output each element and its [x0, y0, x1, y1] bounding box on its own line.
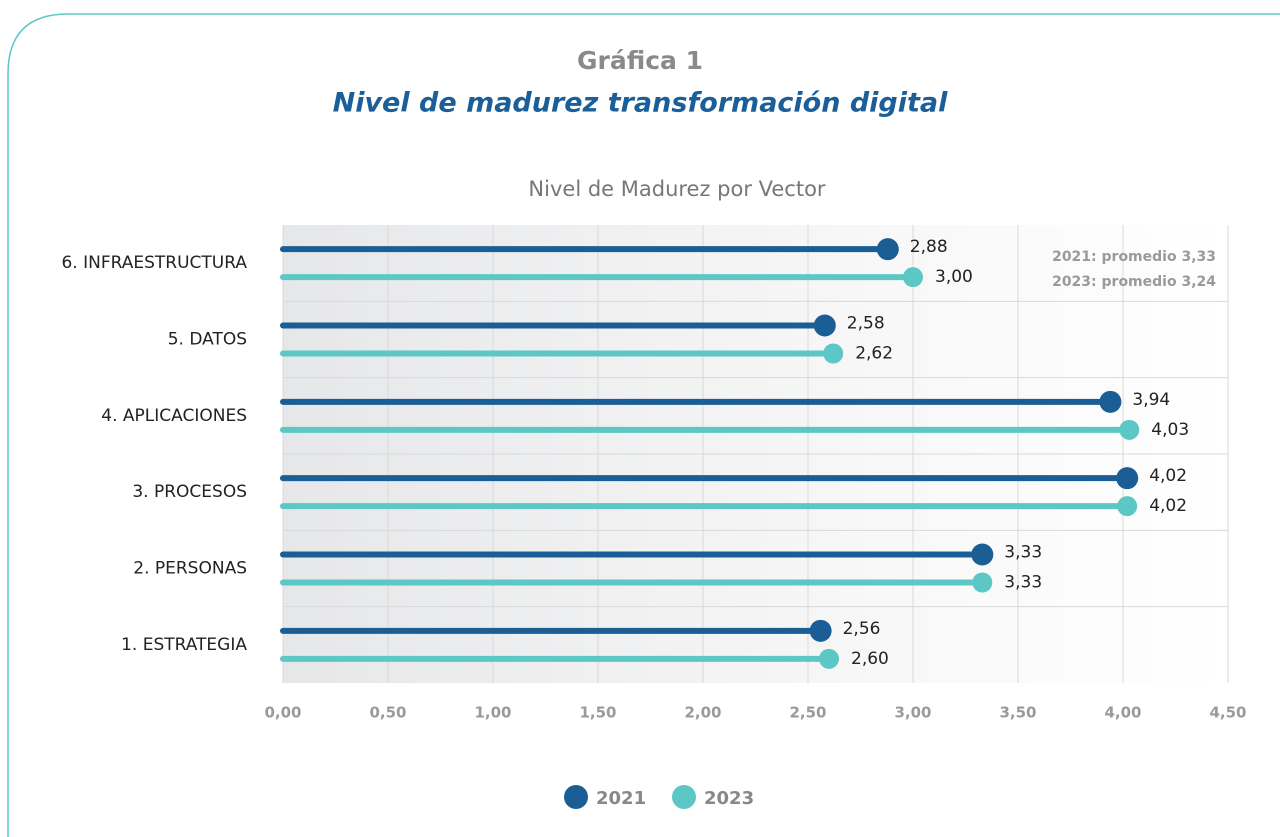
lollipop-dot	[1116, 467, 1139, 490]
x-tick-label: 1,00	[474, 704, 511, 722]
lollipop-dot	[876, 238, 899, 261]
value-label: 2,56	[843, 619, 881, 639]
title: Gráfica 1	[577, 46, 703, 75]
value-label: 4,03	[1151, 420, 1189, 440]
x-tick-label: 3,00	[894, 704, 931, 722]
y-tick-label: 2. PERSONAS	[133, 559, 247, 579]
x-tick-label: 2,50	[789, 704, 826, 722]
lollipop-dot	[1099, 390, 1122, 413]
x-tick-label: 1,50	[579, 704, 616, 722]
card-border	[7, 13, 1280, 837]
value-label: 3,00	[935, 267, 973, 287]
lollipop-dot	[1119, 419, 1140, 440]
lollipop-dot	[903, 267, 923, 288]
x-tick-label: 4,50	[1209, 704, 1246, 722]
value-label: 2,58	[847, 314, 885, 334]
x-tick-label: 3,50	[999, 704, 1036, 722]
lollipop-dot	[809, 619, 832, 642]
legend-label: 2023	[704, 788, 754, 809]
value-label: 4,02	[1149, 496, 1187, 516]
value-label: 2,88	[910, 237, 948, 257]
lollipop-dot	[1117, 496, 1138, 517]
y-tick-label: 3. PROCESOS	[132, 482, 247, 502]
subtitle: Nivel de madurez transformación digital	[333, 88, 949, 119]
annotation: 2021: promedio 3,33	[1052, 249, 1216, 265]
value-label: 3,33	[1004, 573, 1042, 593]
x-tick-label: 4,00	[1104, 704, 1141, 722]
legend-marker	[564, 785, 588, 809]
lollipop-dot	[823, 343, 844, 364]
annotation: 2023: promedio 3,24	[1052, 274, 1216, 290]
lollipop-dot	[819, 648, 839, 669]
y-tick-label: 6. INFRAESTRUCTURA	[61, 253, 247, 273]
legend-marker	[672, 785, 696, 809]
y-tick-label: 4. APLICACIONES	[101, 406, 247, 426]
value-label: 3,33	[1004, 543, 1042, 563]
value-label: 2,60	[851, 649, 889, 669]
lollipop-dot	[813, 314, 836, 337]
lollipop-dot	[972, 572, 993, 593]
x-tick-label: 0,50	[369, 704, 406, 722]
x-tick-label: 0,00	[264, 704, 301, 722]
value-label: 4,02	[1149, 466, 1187, 486]
legend-label: 2021	[596, 788, 646, 809]
y-tick-label: 5. DATOS	[168, 330, 247, 350]
chart-title: Nivel de Madurez por Vector	[528, 177, 826, 201]
y-tick-label: 1. ESTRATEGIA	[121, 635, 247, 655]
lollipop-dot	[971, 543, 994, 566]
x-tick-label: 2,00	[684, 704, 721, 722]
value-label: 3,94	[1132, 390, 1170, 410]
value-label: 2,62	[855, 344, 893, 364]
